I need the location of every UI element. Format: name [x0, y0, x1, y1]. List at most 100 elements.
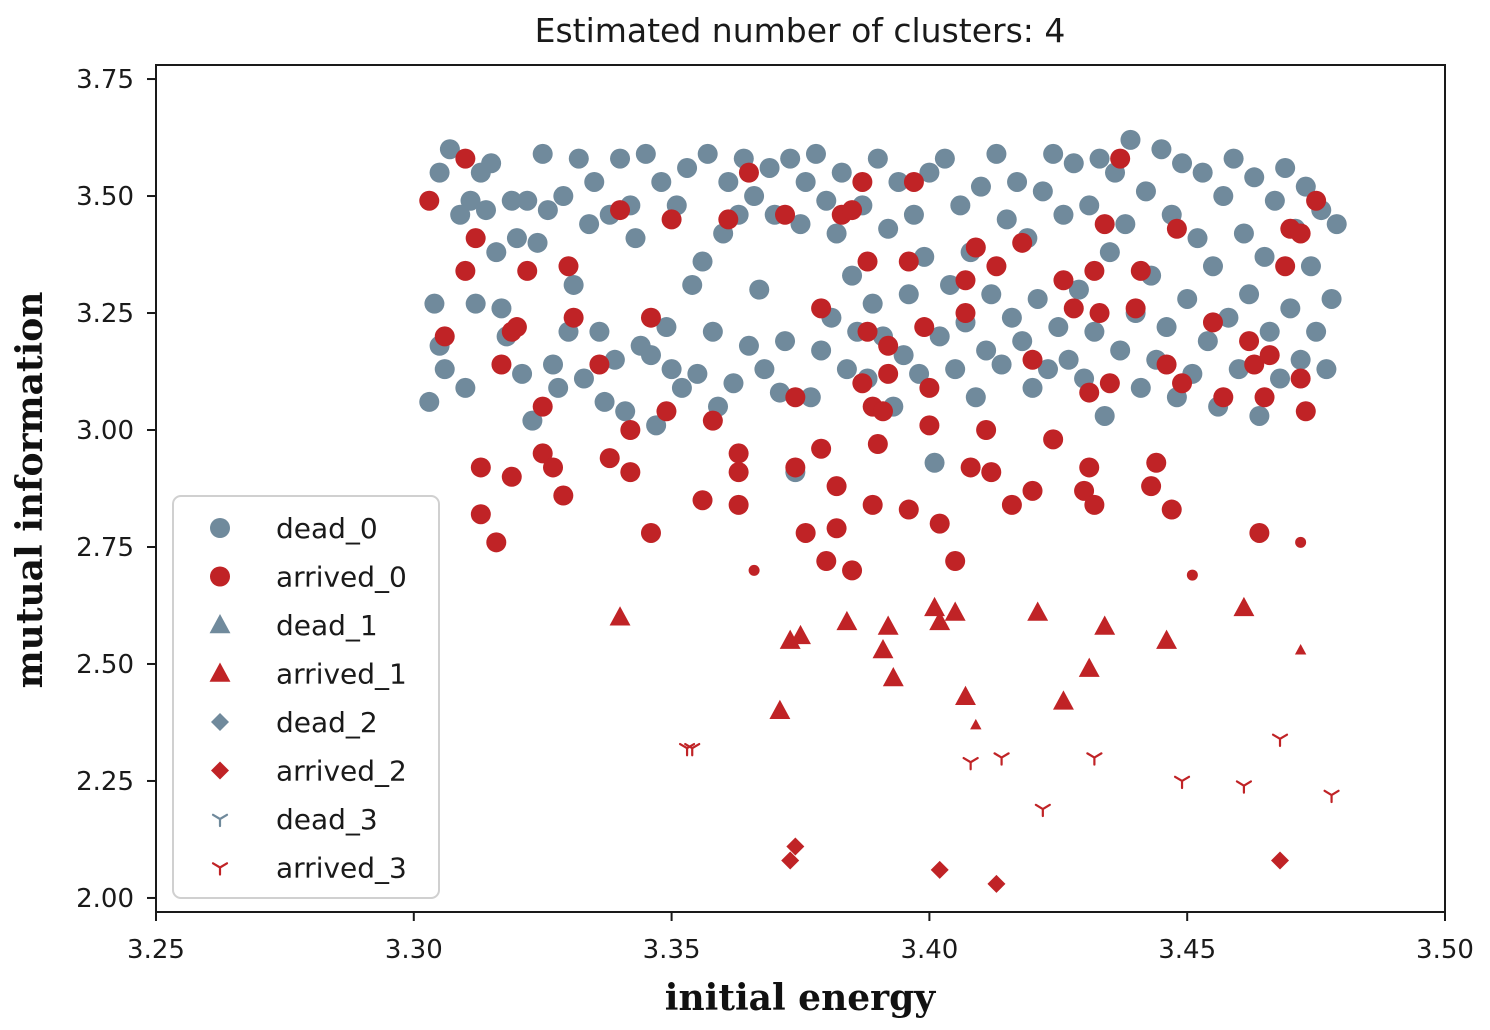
arrived_0-point — [1094, 214, 1115, 235]
arrived_0-point — [842, 200, 863, 221]
dead_0-point — [475, 200, 496, 221]
arrived_0-point — [738, 162, 759, 183]
dead_0-point — [419, 391, 440, 412]
dead_0-point — [934, 148, 955, 169]
legend-label-arrived_1: arrived_1 — [276, 658, 407, 691]
dead_0-point — [543, 354, 564, 375]
arrived_1-point — [1094, 615, 1116, 635]
dead_0-point — [1084, 321, 1105, 342]
arrived_3-point — [962, 756, 979, 771]
dead_0-point — [1022, 377, 1043, 398]
dead_0-point — [1151, 139, 1172, 160]
dead_0-point — [1228, 359, 1249, 380]
dead_0-point — [1321, 288, 1342, 309]
dead_0-point — [1244, 167, 1265, 188]
dead_0-point — [1213, 186, 1234, 207]
arrived_3-point — [1323, 789, 1340, 804]
dead_0-point — [1058, 349, 1079, 370]
dead_0-point — [1290, 349, 1311, 370]
dead_0-point — [687, 363, 708, 384]
arrived_0-point — [878, 335, 899, 356]
y-tick-label: 2.00 — [76, 884, 134, 914]
arrived_0-point — [1259, 345, 1280, 366]
legend-label-dead_0: dead_0 — [276, 512, 378, 545]
dead_0-point — [1048, 317, 1069, 338]
dead_0-point — [903, 204, 924, 225]
arrived_1-point — [1027, 601, 1049, 621]
dead_0-point — [563, 274, 584, 295]
arrived_1-point — [1156, 629, 1178, 649]
arrived_0-point — [553, 485, 574, 506]
legend-label-arrived_3: arrived_3 — [276, 852, 407, 885]
dead_0-point — [723, 373, 744, 394]
legend-marker-arrived_2 — [211, 761, 229, 780]
arrived_0-point — [872, 401, 893, 422]
dead_0-point — [1037, 359, 1058, 380]
dead_0-point — [553, 186, 574, 207]
arrived_0-point — [1186, 569, 1198, 581]
arrived_0-point — [1295, 401, 1316, 422]
arrived_0-point — [898, 499, 919, 520]
arrived_0-point — [589, 354, 610, 375]
arrived_0-point — [1099, 373, 1120, 394]
arrived_1-point — [609, 606, 631, 626]
y-tick-label: 3.75 — [76, 65, 134, 95]
dead_0-point — [805, 143, 826, 164]
dead_0-point — [573, 368, 594, 389]
dead_0-point — [950, 195, 971, 216]
chart-title: Estimated number of clusters: 4 — [535, 11, 1066, 50]
arrived_0-point — [656, 401, 677, 422]
legend-label-dead_2: dead_2 — [276, 706, 378, 739]
arrived_0-point — [455, 148, 476, 169]
legend-label-arrived_0: arrived_0 — [276, 561, 407, 594]
dead_0-point — [682, 274, 703, 295]
points-layer — [419, 129, 1347, 893]
arrived_0-point — [857, 251, 878, 272]
dead_0-point — [604, 349, 625, 370]
arrived_0-point — [692, 490, 713, 511]
dead_0-point — [1295, 176, 1316, 197]
dead_0-point — [1259, 321, 1280, 342]
dead_0-point — [548, 377, 569, 398]
x-tick-label: 3.35 — [643, 935, 701, 965]
arrived_0-point — [1110, 148, 1131, 169]
dead_0-point — [1177, 288, 1198, 309]
arrived_1-point — [955, 685, 976, 705]
arrived_0-point — [702, 410, 723, 431]
dead_0-point — [970, 176, 991, 197]
arrived_2-point — [987, 874, 1006, 893]
dead_0-point — [1264, 190, 1285, 211]
dead_0-point — [800, 387, 821, 408]
legend-marker-arrived_0 — [210, 566, 230, 587]
x-tick-label: 3.50 — [1416, 935, 1474, 965]
arrived_0-point — [929, 513, 950, 534]
arrived_3-point — [1173, 775, 1191, 790]
dead_0-point — [615, 401, 636, 422]
arrived_0-point — [826, 476, 847, 497]
arrived_0-point — [1053, 270, 1074, 291]
legend-label-dead_1: dead_1 — [276, 609, 378, 642]
y-tick-label: 2.25 — [76, 767, 134, 797]
dead_0-point — [878, 218, 899, 239]
arrived_0-point — [1249, 522, 1270, 543]
arrived_0-point — [862, 494, 883, 515]
dead_0-point — [537, 200, 558, 221]
y-axis-label: mutual information — [9, 292, 51, 689]
dead_0-point — [532, 143, 553, 164]
dead_0-point — [656, 317, 677, 338]
arrived_0-point — [1290, 368, 1311, 389]
x-tick-label: 3.30 — [385, 935, 443, 965]
dead_0-point — [1001, 307, 1022, 328]
dead_0-point — [481, 153, 502, 174]
dead_0-point — [1218, 307, 1239, 328]
arrived_0-point — [1239, 331, 1260, 352]
dead_0-point — [996, 209, 1017, 230]
dead_0-point — [790, 214, 811, 235]
arrived_0-point — [1079, 457, 1100, 478]
arrived_3-point — [684, 742, 701, 757]
dead_0-point — [1115, 214, 1136, 235]
dead_0-point — [589, 321, 610, 342]
dead_0-point — [795, 171, 816, 192]
arrived_0-point — [419, 190, 440, 211]
dead_0-point — [1156, 317, 1177, 338]
